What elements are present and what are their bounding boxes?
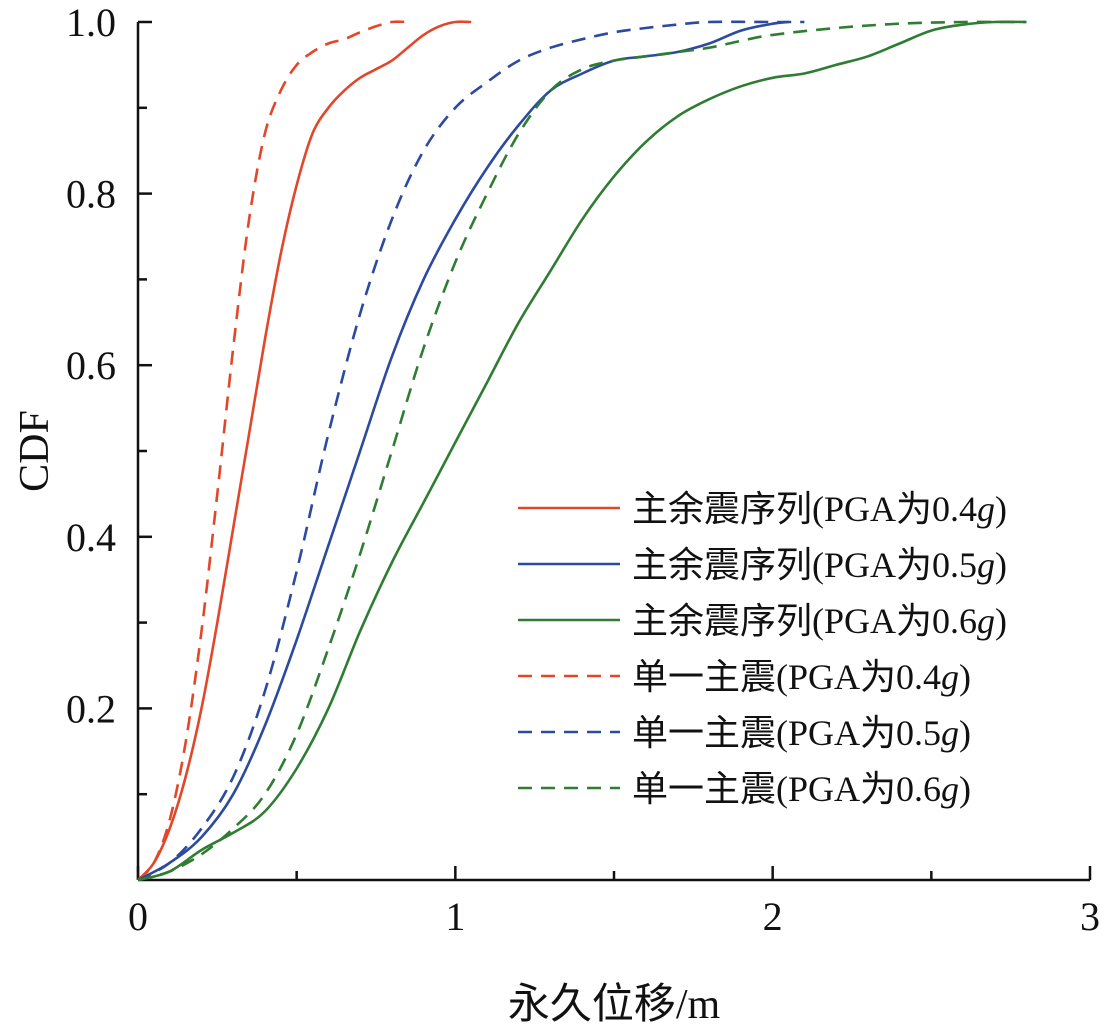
x-tick-label: 3: [1080, 894, 1100, 939]
legend-label-1: 主余震序列(PGA为0.4g): [632, 489, 1007, 529]
legend-label-tail: ): [995, 489, 1007, 529]
series-line-3: [137, 20, 1027, 882]
tick-marks: [136, 20, 1092, 880]
legend-label-g: g: [977, 545, 995, 585]
legend-label-2: 主余震序列(PGA为0.5g): [632, 545, 1007, 585]
x-tick-label: 1: [445, 894, 465, 939]
series-line-4: [137, 20, 408, 881]
legend-label-main: 单一主震(PGA为0.5: [632, 713, 941, 753]
series-line-1: [137, 20, 472, 881]
plot-lines: [137, 20, 1027, 882]
legend-label-g: g: [977, 601, 995, 641]
legend-label-tail: ): [959, 657, 971, 697]
legend-label-main: 单一主震(PGA为0.6: [632, 769, 941, 809]
legend-label-g: g: [941, 713, 959, 753]
legend-label-4: 单一主震(PGA为0.4g): [632, 657, 971, 697]
x-tick-label: 0: [128, 894, 148, 939]
legend: 主余震序列(PGA为0.4g)主余震序列(PGA为0.5g)主余震序列(PGA为…: [518, 489, 1007, 809]
y-tick-label: 0.4: [66, 515, 116, 560]
y-axis-title: CDF: [12, 410, 58, 492]
y-tick-label: 0.2: [66, 686, 116, 731]
series-line-6: [137, 20, 1027, 882]
legend-label-g: g: [977, 489, 995, 529]
legend-label-3: 主余震序列(PGA为0.6g): [632, 601, 1007, 641]
y-tick-label: 0.8: [66, 172, 116, 217]
x-tick-label: 2: [763, 894, 783, 939]
legend-label-main: 单一主震(PGA为0.4: [632, 657, 941, 697]
legend-label-6: 单一主震(PGA为0.6g): [632, 769, 971, 809]
legend-label-main: 主余震序列(PGA为0.5: [632, 545, 977, 585]
series-line-5: [137, 20, 805, 882]
tick-labels: 0 1 2 3 0.2 0.4 0.6 0.8 1.0: [66, 0, 1100, 939]
legend-label-g: g: [941, 769, 959, 809]
legend-label-tail: ): [959, 713, 971, 753]
y-tick-label: 1.0: [66, 0, 116, 45]
legend-label-tail: ): [995, 545, 1007, 585]
legend-label-tail: ): [959, 769, 971, 809]
legend-label-main: 主余震序列(PGA为0.4: [632, 489, 977, 529]
legend-label-5: 单一主震(PGA为0.5g): [632, 713, 971, 753]
legend-label-g: g: [941, 657, 959, 697]
y-tick-label: 0.6: [66, 343, 116, 388]
legend-label-tail: ): [995, 601, 1007, 641]
legend-label-main: 主余震序列(PGA为0.6: [632, 601, 977, 641]
x-axis-title: 永久位移/m: [508, 981, 721, 1028]
